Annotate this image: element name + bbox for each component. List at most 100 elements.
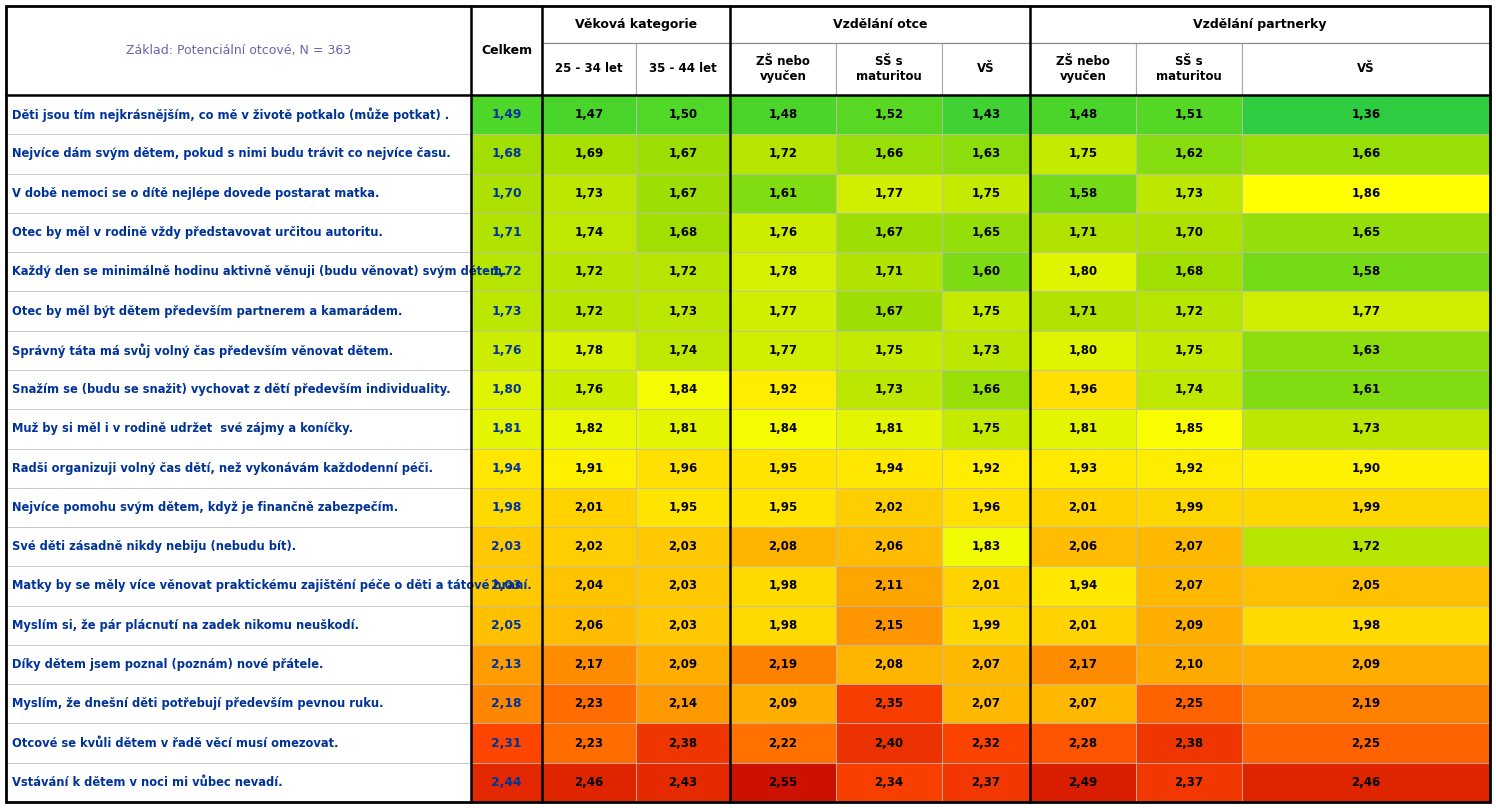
Text: 2,28: 2,28 bbox=[1068, 737, 1098, 750]
Bar bbox=[1242, 330, 1490, 370]
Bar bbox=[636, 723, 730, 763]
Bar bbox=[542, 43, 636, 95]
Text: 1,36: 1,36 bbox=[1351, 108, 1381, 121]
Text: 2,22: 2,22 bbox=[769, 737, 797, 750]
Bar bbox=[1242, 174, 1490, 213]
Bar bbox=[1031, 43, 1135, 95]
Text: 2,06: 2,06 bbox=[875, 541, 904, 553]
Bar bbox=[6, 6, 471, 95]
Bar bbox=[1242, 527, 1490, 566]
Bar bbox=[542, 409, 636, 448]
Bar bbox=[471, 684, 542, 723]
Bar bbox=[1031, 488, 1135, 527]
Text: Každý den se minimálně hodinu aktivně věnuji (budu věnovat) svým dětem.: Každý den se minimálně hodinu aktivně vě… bbox=[12, 265, 506, 278]
Bar bbox=[542, 134, 636, 174]
Bar bbox=[836, 763, 942, 802]
Text: 2,49: 2,49 bbox=[1068, 776, 1098, 789]
Text: 1,98: 1,98 bbox=[1351, 619, 1381, 632]
Text: 1,98: 1,98 bbox=[769, 619, 797, 632]
Text: 1,84: 1,84 bbox=[669, 383, 697, 396]
Text: 1,67: 1,67 bbox=[669, 147, 697, 161]
Text: Díky dětem jsem poznal (poznám) nové přátele.: Díky dětem jsem poznal (poznám) nové přá… bbox=[12, 658, 323, 671]
Bar bbox=[6, 645, 471, 684]
Bar bbox=[730, 763, 836, 802]
Bar bbox=[636, 527, 730, 566]
Text: 1,99: 1,99 bbox=[1351, 501, 1381, 514]
Text: 1,80: 1,80 bbox=[1068, 344, 1098, 357]
Bar bbox=[1135, 723, 1242, 763]
Bar bbox=[636, 213, 730, 252]
Text: 1,72: 1,72 bbox=[574, 265, 603, 278]
Bar bbox=[471, 606, 542, 645]
Text: 2,55: 2,55 bbox=[769, 776, 797, 789]
Text: 1,58: 1,58 bbox=[1351, 265, 1381, 278]
Bar bbox=[542, 252, 636, 292]
Text: 2,09: 2,09 bbox=[769, 697, 797, 710]
Text: 2,11: 2,11 bbox=[875, 579, 904, 592]
Text: 1,72: 1,72 bbox=[769, 147, 797, 161]
Bar bbox=[942, 330, 1031, 370]
Bar bbox=[471, 488, 542, 527]
Text: 2,31: 2,31 bbox=[491, 737, 522, 750]
Bar bbox=[471, 134, 542, 174]
Bar bbox=[942, 684, 1031, 723]
Bar bbox=[1135, 763, 1242, 802]
Bar bbox=[471, 527, 542, 566]
Text: 2,01: 2,01 bbox=[574, 501, 603, 514]
Bar bbox=[636, 330, 730, 370]
Text: Myslím, že dnešní děti potřebují především pevnou ruku.: Myslím, že dnešní děti potřebují předevš… bbox=[12, 697, 383, 710]
Text: 2,05: 2,05 bbox=[491, 619, 522, 632]
Bar bbox=[730, 448, 836, 488]
Text: 2,40: 2,40 bbox=[875, 737, 904, 750]
Bar bbox=[730, 606, 836, 645]
Bar bbox=[6, 488, 471, 527]
Text: 1,96: 1,96 bbox=[669, 461, 697, 474]
Bar bbox=[836, 370, 942, 409]
Bar bbox=[6, 409, 471, 448]
Text: 1,74: 1,74 bbox=[669, 344, 697, 357]
Text: 1,98: 1,98 bbox=[491, 501, 522, 514]
Text: 1,62: 1,62 bbox=[1174, 147, 1204, 161]
Bar bbox=[636, 134, 730, 174]
Text: 2,37: 2,37 bbox=[1174, 776, 1203, 789]
Text: 2,46: 2,46 bbox=[574, 776, 603, 789]
Bar bbox=[1031, 6, 1490, 43]
Bar bbox=[1135, 174, 1242, 213]
Text: 1,58: 1,58 bbox=[1068, 187, 1098, 200]
Text: 1,73: 1,73 bbox=[971, 344, 1001, 357]
Text: 1,71: 1,71 bbox=[491, 226, 522, 239]
Bar bbox=[6, 370, 471, 409]
Bar bbox=[942, 213, 1031, 252]
Text: 1,75: 1,75 bbox=[971, 305, 1001, 318]
Bar bbox=[542, 606, 636, 645]
Text: 2,09: 2,09 bbox=[1351, 658, 1381, 671]
Bar bbox=[542, 330, 636, 370]
Text: 1,47: 1,47 bbox=[574, 108, 603, 121]
Bar bbox=[1135, 330, 1242, 370]
Bar bbox=[471, 95, 542, 134]
Text: 1,68: 1,68 bbox=[1174, 265, 1204, 278]
Bar bbox=[942, 370, 1031, 409]
Bar bbox=[942, 606, 1031, 645]
Bar bbox=[942, 645, 1031, 684]
Text: 1,73: 1,73 bbox=[669, 305, 697, 318]
Bar bbox=[942, 134, 1031, 174]
Text: 1,68: 1,68 bbox=[491, 147, 522, 161]
Bar bbox=[636, 645, 730, 684]
Text: Nejvíce pomohu svým dětem, když je finančně zabezpečím.: Nejvíce pomohu svým dětem, když je finan… bbox=[12, 501, 398, 514]
Bar bbox=[636, 409, 730, 448]
Bar bbox=[1031, 684, 1135, 723]
Bar bbox=[1031, 252, 1135, 292]
Bar bbox=[636, 488, 730, 527]
Text: 1,94: 1,94 bbox=[491, 461, 522, 474]
Bar bbox=[1031, 448, 1135, 488]
Text: 1,90: 1,90 bbox=[1351, 461, 1381, 474]
Text: 1,71: 1,71 bbox=[1068, 226, 1098, 239]
Bar bbox=[471, 292, 542, 330]
Text: 1,68: 1,68 bbox=[669, 226, 697, 239]
Text: 2,23: 2,23 bbox=[574, 697, 603, 710]
Text: 2,19: 2,19 bbox=[769, 658, 797, 671]
Text: ZŠ nebo
vyučen: ZŠ nebo vyučen bbox=[1056, 55, 1110, 83]
Text: 1,72: 1,72 bbox=[491, 265, 522, 278]
Text: 1,65: 1,65 bbox=[1351, 226, 1381, 239]
